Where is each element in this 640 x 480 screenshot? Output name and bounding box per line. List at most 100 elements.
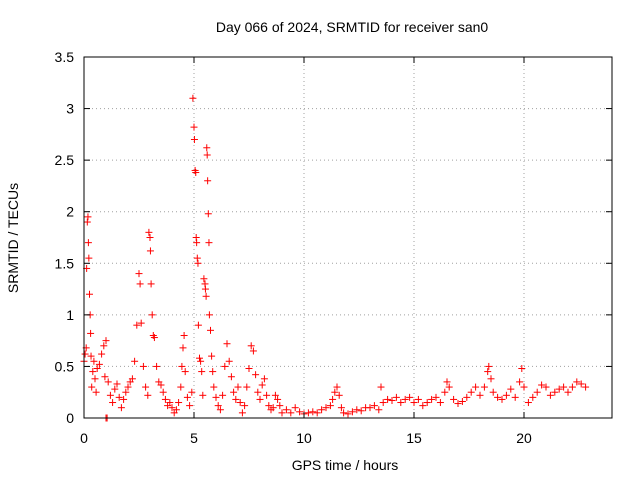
data-point — [102, 337, 110, 345]
data-point — [227, 373, 235, 381]
data-point — [260, 375, 268, 383]
data-point — [186, 402, 194, 410]
x-tick-label: 0 — [80, 430, 88, 446]
data-point — [560, 383, 568, 391]
data-point — [252, 371, 260, 379]
data-point — [357, 407, 365, 415]
data-point — [208, 352, 216, 360]
data-point — [87, 352, 95, 360]
data-point — [291, 404, 299, 412]
data-point — [458, 397, 466, 405]
data-point — [441, 388, 449, 396]
data-point — [109, 399, 117, 407]
data-point — [484, 368, 492, 376]
data-point — [115, 393, 123, 401]
x-axis-label: GPS time / hours — [292, 457, 399, 473]
data-point — [243, 383, 251, 391]
data-point — [276, 402, 284, 410]
data-point — [454, 400, 462, 408]
data-point — [178, 362, 186, 370]
data-point — [135, 270, 143, 278]
chart-title: Day 066 of 2024, SRMTID for receiver san… — [216, 19, 489, 35]
x-tick-label: 10 — [296, 430, 312, 446]
data-point — [370, 402, 378, 410]
data-point — [340, 409, 348, 417]
data-point — [95, 360, 103, 368]
data-point — [117, 404, 125, 412]
data-point — [197, 357, 205, 365]
y-tick-label: 1.5 — [55, 255, 75, 271]
data-point — [146, 234, 154, 241]
data-point — [494, 393, 502, 401]
y-tick-label: 2 — [66, 204, 74, 220]
data-point — [265, 402, 273, 410]
data-point — [200, 275, 208, 283]
data-point — [353, 406, 361, 414]
data-point — [263, 391, 271, 399]
data-point — [193, 239, 201, 247]
data-point — [90, 357, 98, 365]
data-point — [194, 259, 202, 267]
x-tick-label: 20 — [516, 430, 532, 446]
data-point — [100, 342, 108, 350]
data-point — [111, 385, 119, 393]
data-point — [177, 383, 185, 391]
tick-layer: 0 0.5 1 1.5 2 2.5 3 3.5 0 5 10 15 20 — [55, 49, 612, 446]
data-point — [436, 399, 444, 407]
data-point — [166, 399, 174, 407]
data-point — [183, 393, 191, 401]
data-point — [538, 381, 546, 389]
data-point — [145, 228, 153, 236]
data-point — [313, 409, 321, 417]
data-point — [204, 177, 212, 185]
data-point — [511, 393, 519, 401]
data-point — [406, 393, 414, 401]
data-point — [124, 383, 132, 391]
data-point — [432, 393, 440, 401]
data-point — [207, 326, 214, 334]
data-point — [249, 347, 257, 355]
data-point — [498, 395, 506, 403]
data-point — [88, 383, 96, 391]
data-point — [180, 331, 188, 339]
data-point — [139, 362, 147, 370]
data-point — [377, 383, 385, 391]
data-point — [128, 375, 136, 383]
x-tick-label: 5 — [190, 430, 198, 446]
grid-layer — [84, 57, 612, 418]
data-point — [318, 406, 326, 414]
data-point — [309, 408, 317, 416]
data-point — [210, 383, 218, 391]
data-point — [198, 368, 206, 376]
data-point — [542, 383, 550, 391]
data-point — [192, 169, 200, 177]
data-point — [189, 94, 197, 102]
data-point — [193, 254, 201, 262]
data-point — [282, 406, 290, 414]
data-point — [555, 385, 563, 393]
data-point — [122, 388, 130, 396]
data-point — [89, 368, 97, 376]
data-point — [254, 388, 262, 396]
data-point — [84, 239, 92, 247]
data-point — [201, 285, 209, 293]
data-point — [331, 388, 339, 396]
data-point — [529, 393, 537, 401]
data-point — [205, 311, 213, 319]
data-point — [84, 213, 92, 221]
data-point — [148, 311, 156, 319]
data-point — [199, 391, 207, 399]
data-point — [423, 399, 431, 407]
data-point — [153, 362, 161, 370]
data-point — [87, 329, 95, 337]
data-point — [247, 342, 255, 350]
data-point — [190, 136, 198, 144]
data-point — [326, 402, 334, 410]
y-tick-label: 0 — [66, 410, 74, 426]
data-point — [445, 383, 453, 391]
y-tick-label: 1 — [66, 307, 74, 323]
data-point — [485, 362, 493, 370]
data-point — [366, 404, 374, 412]
y-tick-label: 3.5 — [55, 49, 75, 65]
